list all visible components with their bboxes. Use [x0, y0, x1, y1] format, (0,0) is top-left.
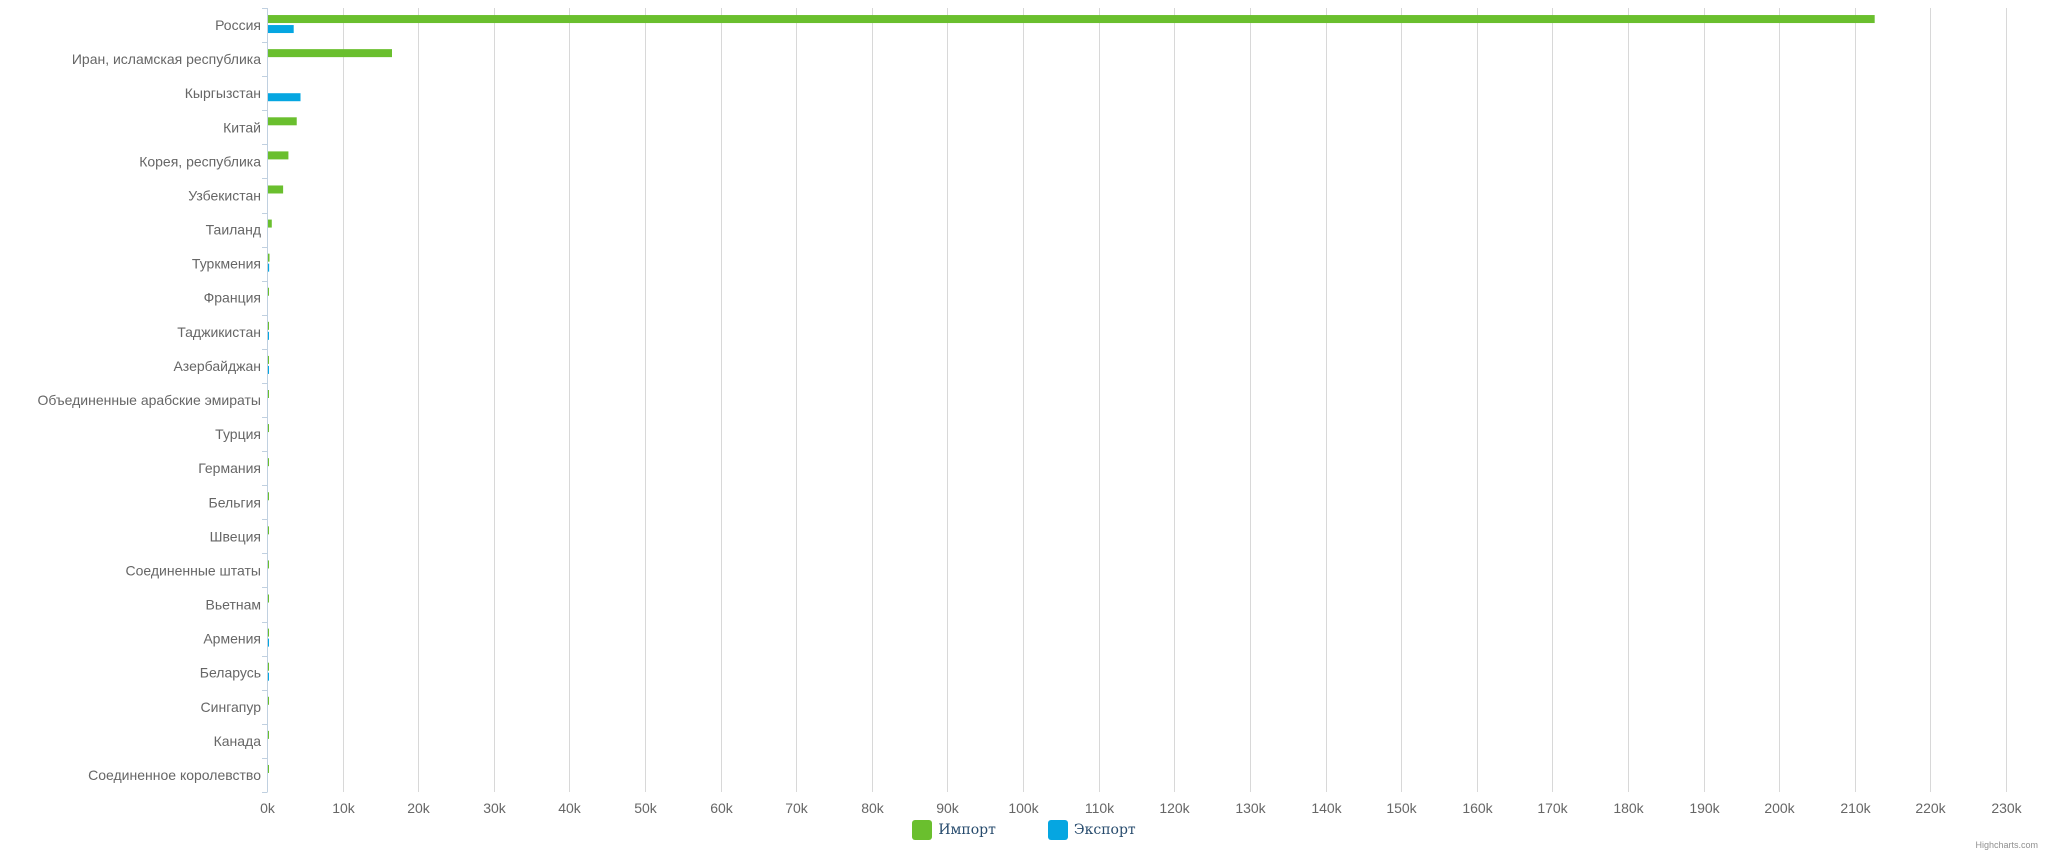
bar-import[interactable]: [268, 15, 1875, 24]
legend-item-export[interactable]: Экспорт: [1047, 818, 1136, 842]
bar-export[interactable]: [268, 638, 269, 647]
category-label: Канада: [214, 733, 262, 749]
bar-import[interactable]: [268, 560, 269, 569]
x-tick-label: 60k: [710, 800, 734, 816]
category-axis: [262, 8, 268, 793]
category-label: Объединенные арабские эмираты: [37, 392, 261, 408]
category-label: Беларусь: [200, 665, 261, 681]
x-tick-label: 20k: [407, 800, 431, 816]
x-tick-label: 230k: [1991, 800, 2022, 816]
legend-label-export: Экспорт: [1073, 822, 1136, 838]
x-tick-label: 220k: [1915, 800, 1946, 816]
category-label: Франция: [204, 290, 261, 306]
x-tick-label: 210k: [1840, 800, 1871, 816]
x-tick-label: 110k: [1085, 800, 1115, 816]
bar-import[interactable]: [268, 321, 269, 330]
x-tick-label: 0k: [260, 800, 276, 816]
legend-swatch-import: [912, 820, 933, 840]
x-tick-label: 180k: [1613, 800, 1644, 816]
category-labels: Россия Иран, исламская республика Кыргызст…: [37, 17, 261, 783]
gridlines: [343, 8, 2007, 792]
category-label: Таиланд: [206, 222, 261, 238]
category-label: Армения: [203, 631, 261, 647]
bar-import[interactable]: [268, 117, 297, 126]
category-label: Таджикистан: [177, 324, 261, 340]
category-label: Корея, республика: [139, 153, 261, 169]
credits-link[interactable]: Highcharts.com: [1975, 840, 2038, 850]
x-tick-label: 70k: [785, 800, 809, 816]
x-tick-label: 130k: [1235, 800, 1266, 816]
category-label: Азербайджан: [173, 358, 261, 374]
category-label: Иран, исламская республика: [72, 51, 261, 67]
bar-import[interactable]: [268, 185, 284, 194]
bar-import[interactable]: [268, 390, 269, 398]
bar-import[interactable]: [268, 287, 269, 296]
bar-import[interactable]: [268, 730, 269, 739]
category-label: Узбекистан: [188, 187, 261, 203]
legend: Импорт Экспорт: [0, 818, 2048, 842]
category-label: Туркмения: [192, 256, 261, 272]
x-tick-label: 190k: [1689, 800, 1720, 816]
x-tick-label: 30k: [483, 800, 507, 816]
category-label: Вьетнам: [205, 597, 261, 613]
x-tick-label: 140k: [1311, 800, 1342, 816]
bar-import[interactable]: [268, 696, 269, 705]
bar-export[interactable]: [268, 263, 270, 272]
bar-import[interactable]: [268, 424, 269, 433]
x-tick-label: 40k: [558, 800, 582, 816]
x-tick-label: 10k: [332, 800, 356, 816]
bar-import[interactable]: [268, 219, 272, 228]
category-label: Швеция: [210, 528, 261, 544]
bar-import[interactable]: [268, 49, 392, 58]
bar-export[interactable]: [268, 365, 269, 374]
category-label: Россия: [215, 17, 261, 33]
category-label: Бельгия: [209, 494, 261, 510]
category-label: Соединенное королевство: [88, 767, 261, 783]
bar-import[interactable]: [268, 458, 269, 467]
category-label: Германия: [198, 460, 261, 476]
bar-import[interactable]: [268, 151, 289, 160]
bar-import[interactable]: [268, 492, 269, 501]
bar-export[interactable]: [268, 672, 269, 681]
category-label: Соединенные штаты: [125, 562, 261, 578]
x-tick-label: 90k: [936, 800, 960, 816]
category-label: Турция: [215, 426, 261, 442]
bars: [268, 15, 1875, 773]
x-axis-tick-labels: 0k 10k 20k 30k 40k 50k 60k 70k 80k 90k 100k 110k 120…: [260, 800, 2023, 816]
category-label: Сингапур: [201, 699, 262, 715]
bar-import[interactable]: [268, 594, 269, 603]
bar-import[interactable]: [268, 764, 269, 773]
bar-import[interactable]: [268, 628, 269, 637]
category-label: Кыргызстан: [185, 85, 261, 101]
bar-import[interactable]: [268, 662, 269, 671]
x-tick-label: 80k: [861, 800, 885, 816]
bar-import[interactable]: [268, 253, 270, 262]
x-tick-label: 150k: [1386, 800, 1417, 816]
x-tick-label: 100k: [1008, 800, 1039, 816]
bar-export[interactable]: [268, 25, 294, 34]
bar-export[interactable]: [268, 331, 269, 340]
bar-import[interactable]: [268, 526, 269, 535]
legend-label-import: Импорт: [938, 822, 996, 838]
category-label: Китай: [223, 119, 261, 135]
legend-item-import[interactable]: Импорт: [912, 818, 996, 842]
x-tick-label: 160k: [1462, 800, 1493, 816]
x-tick-label: 120k: [1159, 800, 1190, 816]
x-tick-label: 170k: [1537, 800, 1568, 816]
bar-import[interactable]: [268, 355, 269, 364]
legend-swatch-export: [1047, 820, 1068, 840]
x-tick-label: 50k: [634, 800, 658, 816]
bar-export[interactable]: [268, 93, 301, 102]
x-tick-label: 200k: [1764, 800, 1795, 816]
